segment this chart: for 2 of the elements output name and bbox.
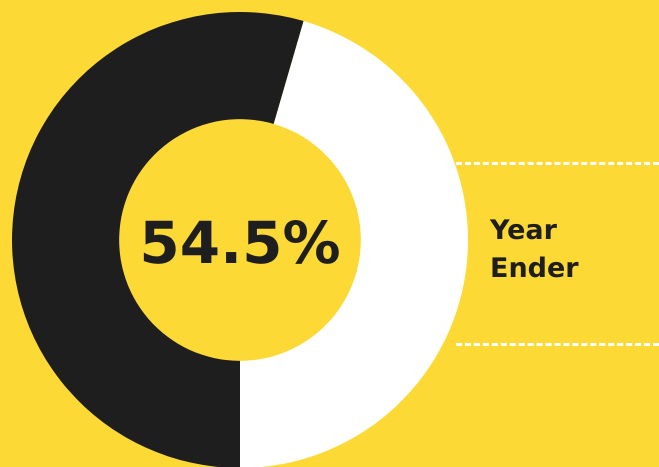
data-label: 54.5%	[139, 209, 341, 278]
text: Year Ender	[490, 214, 580, 286]
